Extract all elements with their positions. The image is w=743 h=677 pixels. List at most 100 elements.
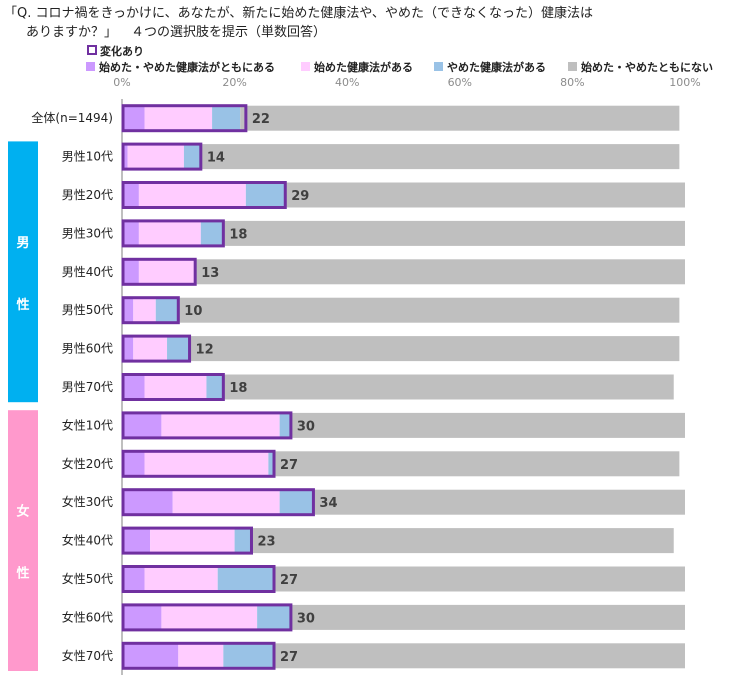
category-label: 女性60代 xyxy=(62,609,113,624)
bar-segment-s2 xyxy=(178,643,224,669)
bar-segment-s3 xyxy=(183,144,201,170)
bar-segment-s2 xyxy=(144,566,218,592)
bar-segment-s3 xyxy=(223,643,275,669)
change-outline xyxy=(121,449,276,478)
bar-segment-s2 xyxy=(138,259,196,285)
category-label: 女性30代 xyxy=(62,494,113,509)
group-label-char: 性 xyxy=(16,297,29,313)
bar-segment-s1 xyxy=(122,144,128,170)
bar-segment-s4 xyxy=(290,412,685,438)
bar-segment-s1 xyxy=(122,182,139,208)
change-value-label: 29 xyxy=(291,189,309,204)
change-value-label: 10 xyxy=(184,304,202,319)
x-tick-label: 80% xyxy=(560,76,584,89)
bar-segment-s4 xyxy=(274,451,680,477)
bar-segment-s2 xyxy=(144,451,269,477)
bar-segment-s3 xyxy=(206,374,224,400)
change-outline xyxy=(121,373,225,401)
bar-segment-s1 xyxy=(122,489,173,515)
bar-segment-s3 xyxy=(257,604,291,630)
legend-label-change: 変化あり xyxy=(100,44,144,58)
legend-label-2: 始めた健康法がある xyxy=(314,60,413,74)
change-outline xyxy=(121,565,276,593)
bar-segment-s2 xyxy=(161,604,258,630)
change-outline xyxy=(121,296,180,325)
bar-segment-s3 xyxy=(279,489,314,515)
category-label: 女性70代 xyxy=(62,648,113,663)
change-outline xyxy=(121,411,293,440)
change-outline xyxy=(121,526,253,555)
question-line-1: 「Q. コロナ禍をきっかけに、あなたが、新たに始めた健康法や、やめた（できなくな… xyxy=(4,6,593,21)
bar-segment-s2 xyxy=(150,528,235,554)
bar-segment-s4 xyxy=(290,604,685,630)
category-label: 男性50代 xyxy=(62,303,113,317)
bar-segment-s3 xyxy=(155,297,179,323)
change-value-label: 18 xyxy=(229,381,247,396)
change-value-label: 30 xyxy=(297,419,315,434)
bar-segment-s2 xyxy=(172,489,280,515)
bar-segment-s1 xyxy=(122,412,162,438)
x-tick-label: 0% xyxy=(113,76,130,89)
bar-segment-s4 xyxy=(251,528,674,554)
group-band-1 xyxy=(8,141,38,403)
question-note: ４つの選択肢を提示（単数回答） xyxy=(131,25,327,40)
question-line-2: ありますか？」 ４つの選択肢を提示（単数回答） xyxy=(26,21,326,40)
category-label: 女性50代 xyxy=(62,571,113,586)
change-value-label: 23 xyxy=(257,535,275,550)
bar-segment-s3 xyxy=(279,412,291,438)
bar-segment-s1 xyxy=(122,220,139,246)
change-value-label: 22 xyxy=(252,112,270,127)
legend-swatch-1 xyxy=(86,62,95,71)
legend-swatch-2 xyxy=(301,62,310,71)
bar-segment-s1 xyxy=(122,374,145,400)
change-value-label: 34 xyxy=(319,496,337,511)
category-label: 男性40代 xyxy=(62,265,113,279)
bar-segment-s4 xyxy=(195,259,685,285)
change-value-label: 27 xyxy=(280,573,298,588)
question-line-2-text: ありますか？」 xyxy=(26,25,118,40)
change-outline xyxy=(121,219,225,248)
x-tick-label: 60% xyxy=(448,76,472,89)
x-tick-label: 20% xyxy=(222,76,246,89)
change-value-label: 27 xyxy=(280,458,298,473)
category-label: 女性40代 xyxy=(62,533,113,548)
bar-segment-s2 xyxy=(138,182,246,208)
bar-segment-s1 xyxy=(122,451,145,477)
change-outline xyxy=(121,334,192,363)
legend-swatch-3 xyxy=(434,62,443,71)
bar-segment-s4 xyxy=(240,105,680,131)
change-value-label: 14 xyxy=(207,151,225,166)
change-value-label: 27 xyxy=(280,650,298,665)
change-value-label: 12 xyxy=(196,343,214,358)
legend-label-1: 始めた・やめた健康法がともにある xyxy=(99,60,275,74)
bar-segment-s2 xyxy=(138,220,201,246)
x-tick-label: 100% xyxy=(669,76,700,89)
bar-segment-s4 xyxy=(274,643,685,669)
bar-segment-s3 xyxy=(212,105,241,131)
category-label: 全体(n=1494) xyxy=(31,110,113,125)
bar-segment-s4 xyxy=(274,566,685,592)
change-outline xyxy=(121,257,197,286)
bar-segment-s2 xyxy=(133,297,156,323)
x-tick-label: 40% xyxy=(335,76,359,89)
category-label: 男性70代 xyxy=(62,380,113,394)
bar-segment-s3 xyxy=(245,182,286,208)
group-label-char: 女 xyxy=(16,504,29,520)
category-label: 男性10代 xyxy=(62,150,113,164)
bar-segment-s4 xyxy=(189,336,680,362)
change-outline xyxy=(121,603,293,632)
bar-segment-s2 xyxy=(127,144,184,170)
group-band-2 xyxy=(8,410,38,671)
bar-segment-s1 xyxy=(122,643,179,669)
bar-segment-s2 xyxy=(144,105,213,131)
category-label: 男性60代 xyxy=(62,342,113,356)
change-outline xyxy=(121,104,248,133)
bar-segment-s4 xyxy=(313,489,685,515)
category-label: 女性10代 xyxy=(62,417,113,432)
legend-label-4: 始めた・やめたともにない xyxy=(581,60,713,74)
group-label-char: 性 xyxy=(16,566,29,582)
bar-segment-s1 xyxy=(122,604,162,630)
bar-segment-s1 xyxy=(122,297,134,323)
bar-segment-s1 xyxy=(122,566,145,592)
